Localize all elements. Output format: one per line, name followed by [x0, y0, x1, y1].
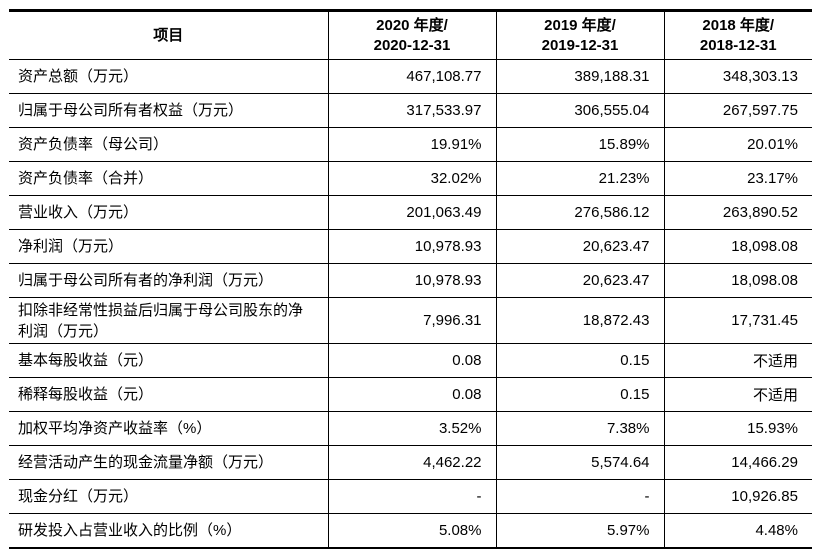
- header-line2: 2019-12-31: [541, 36, 619, 54]
- table-row: 归属于母公司所有者权益（万元） 317,533.97 306,555.04 267,5…: [9, 93, 812, 128]
- table-row: 现金分红（万元） - -10,926.85: [9, 479, 812, 514]
- row-label: 经营活动产生的现金流量净额（万元）: [9, 445, 328, 480]
- table-row: 基本每股收益（元） 0.08 0.15 不适用: [9, 343, 812, 378]
- cell-value: 276,586.12: [495, 195, 664, 230]
- row-label: 基本每股收益（元）: [9, 343, 328, 378]
- cell-value: 5,574.64: [495, 445, 664, 480]
- cell-value: 317,533.97: [327, 93, 496, 128]
- cell-value: 18,098.08: [663, 263, 812, 298]
- header-line2: 2020-12-31: [373, 36, 451, 54]
- cell-value: 21.23%: [495, 161, 664, 196]
- table-row: 归属于母公司所有者的净利润（万元） 10,978.93 20,623.47 18,09…: [9, 263, 812, 298]
- cell-value: 348,303.13: [663, 59, 812, 94]
- cell-value: 7,996.31: [327, 297, 496, 344]
- cell-value: 19.91%: [327, 127, 496, 162]
- header-year: 2018 年度/2018-12-31: [663, 10, 812, 60]
- row-label: 加权平均净资产收益率（%）: [9, 411, 328, 446]
- cell-value: 263,890.52: [663, 195, 812, 230]
- cell-value: -: [327, 479, 496, 514]
- row-label: 营业收入（万元）: [9, 195, 328, 230]
- cell-value: 不适用: [663, 343, 812, 378]
- table-row: 净利润（万元） 10,978.93 20,623.47 18,098.08: [9, 229, 812, 264]
- row-label: 净利润（万元）: [9, 229, 328, 264]
- header-line1: 项目: [153, 26, 184, 44]
- cell-value: 0.15: [495, 343, 664, 378]
- cell-value: 467,108.77: [327, 59, 496, 94]
- cell-value: 20,623.47: [495, 229, 664, 264]
- cell-value: 17,731.45: [663, 297, 812, 344]
- row-label: 扣除非经常性损益后归属于母公司股东的净利润（万元）: [9, 297, 328, 344]
- cell-value: 0.08: [327, 377, 496, 412]
- row-label: 现金分红（万元）: [9, 479, 328, 514]
- cell-value: 20.01%: [663, 127, 812, 162]
- cell-value: 306,555.04: [495, 93, 664, 128]
- cell-value: 389,188.31: [495, 59, 664, 94]
- header-line1: 2018 年度/: [702, 16, 775, 34]
- cell-value: 10,926.85: [663, 479, 812, 514]
- row-label: 资产负债率（母公司）: [9, 127, 328, 162]
- header-year: 2019 年度/2019-12-31: [495, 10, 664, 60]
- table-row: 扣除非经常性损益后归属于母公司股东的净利润（万元） 7,996.31 18,872.…: [9, 297, 812, 344]
- header-item: 项目: [9, 10, 328, 60]
- cell-value: 3.52%: [327, 411, 496, 446]
- financial-summary-table: 项目 2020 年度/2020-12-31 2019 年度/2019-12-31 20…: [9, 9, 812, 549]
- cell-value: 20,623.47: [495, 263, 664, 298]
- header-line1: 2019 年度/: [544, 16, 616, 34]
- cell-value: 15.89%: [495, 127, 664, 162]
- table-row: 营业收入（万元） 201,063.49 276,586.12 263,890.52: [9, 195, 812, 230]
- header-line1: 2020 年度/: [376, 16, 448, 34]
- cell-value: 15.93%: [663, 411, 812, 446]
- row-label: 资产负债率（合并）: [9, 161, 328, 196]
- cell-value: 不适用: [663, 377, 812, 412]
- cell-value: 201,063.49: [327, 195, 496, 230]
- cell-value: -: [495, 479, 664, 514]
- cell-value: 18,098.08: [663, 229, 812, 264]
- cell-value: 5.08%: [327, 513, 496, 549]
- cell-value: 23.17%: [663, 161, 812, 196]
- cell-value: 4.48%: [663, 513, 812, 549]
- cell-value: 7.38%: [495, 411, 664, 446]
- table-row: 资产总额（万元） 467,108.77 389,188.31 348,303.13: [9, 59, 812, 94]
- header-row: 项目 2020 年度/2020-12-31 2019 年度/2019-12-31 20…: [9, 10, 812, 60]
- cell-value: 32.02%: [327, 161, 496, 196]
- table-row: 稀释每股收益（元） 0.08 0.15 不适用: [9, 377, 812, 412]
- table-row: 加权平均净资产收益率（%） 3.52% 7.38% 15.93%: [9, 411, 812, 446]
- header-line2: 2018-12-31: [699, 36, 777, 54]
- cell-value: 14,466.29: [663, 445, 812, 480]
- row-label: 稀释每股收益（元）: [9, 377, 328, 412]
- cell-value: 18,872.43: [495, 297, 664, 344]
- row-label: 归属于母公司所有者的净利润（万元）: [9, 263, 328, 298]
- row-label: 研发投入占营业收入的比例（%）: [9, 513, 328, 549]
- table-row: 资产负债率（母公司） 19.91% 15.89% 20.01%: [9, 127, 812, 162]
- cell-value: 267,597.75: [663, 93, 812, 128]
- table-row: 研发投入占营业收入的比例（%） 5.08% 5.97% 4.48%: [9, 513, 812, 549]
- cell-value: 4,462.22: [327, 445, 496, 480]
- row-label: 资产总额（万元）: [9, 59, 328, 94]
- table-body: 资产总额（万元） 467,108.77 389,188.31 348,303.13 归属…: [9, 59, 812, 549]
- row-label: 归属于母公司所有者权益（万元）: [9, 93, 328, 128]
- header-year: 2020 年度/2020-12-31: [327, 10, 496, 60]
- table-row: 资产负债率（合并） 32.02% 21.23% 23.17%: [9, 161, 812, 196]
- cell-value: 10,978.93: [327, 229, 496, 264]
- cell-value: 0.15: [495, 377, 664, 412]
- cell-value: 10,978.93: [327, 263, 496, 298]
- cell-value: 5.97%: [495, 513, 664, 549]
- cell-value: 0.08: [327, 343, 496, 378]
- table-row: 经营活动产生的现金流量净额（万元） 4,462.22 5,574.64 14,466.…: [9, 445, 812, 480]
